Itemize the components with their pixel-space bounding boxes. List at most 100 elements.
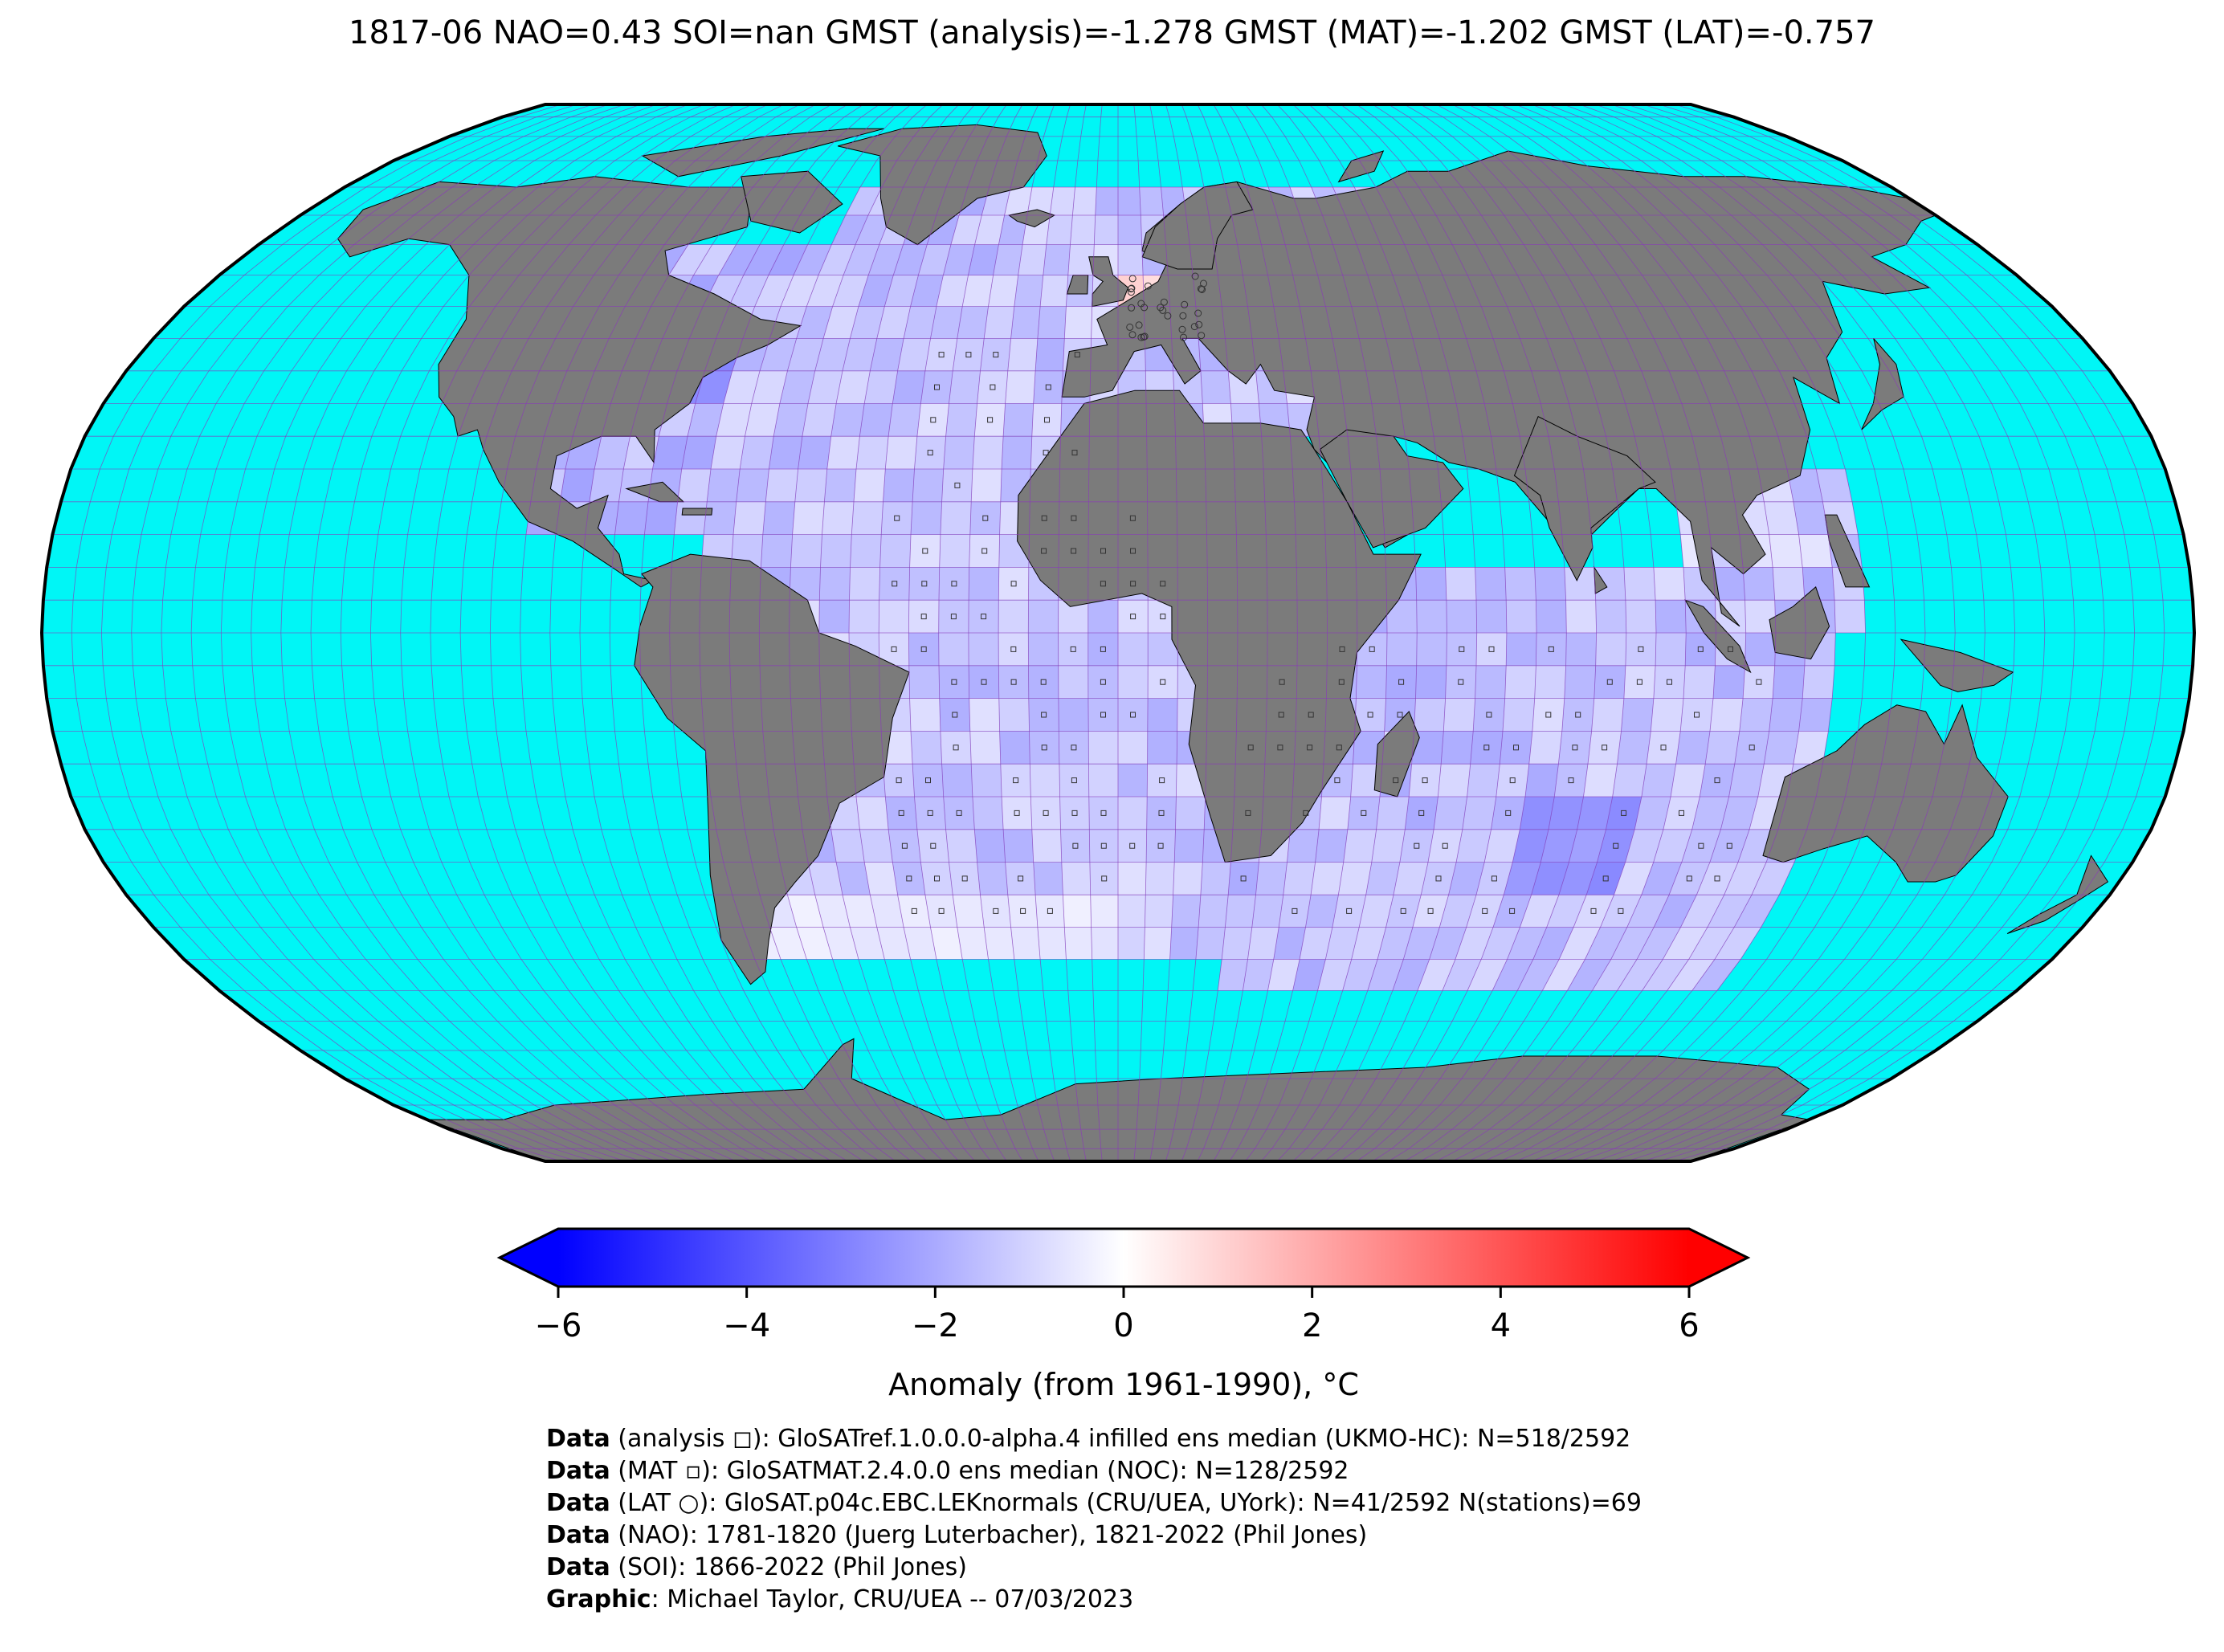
- observation-marker: [1071, 744, 1077, 751]
- anomaly-cell: [1623, 567, 1656, 601]
- anomaly-cell: [1443, 698, 1475, 732]
- colorbar-label: Anomaly (from 1961-1990), °C: [888, 1367, 1359, 1402]
- anomaly-cell: [1004, 187, 1032, 215]
- anomaly-cell: [1287, 829, 1320, 863]
- anomaly-cell: [918, 244, 951, 275]
- observation-marker: [1010, 679, 1017, 685]
- observation-marker: [956, 810, 962, 816]
- anomaly-cell: [1655, 600, 1687, 633]
- anomaly-cell: [1709, 829, 1750, 863]
- anomaly-cell: [1040, 275, 1068, 307]
- anomaly-cell: [1558, 731, 1592, 765]
- credits-block: Data (analysis ◻): GloSATref.1.0.0.0-alp…: [546, 1423, 1642, 1616]
- anomaly-cell: [1532, 698, 1565, 732]
- credit-text: (LAT ○): GloSAT.p04c.EBC.LEKnormals (CRU…: [610, 1489, 1642, 1517]
- anomaly-cell: [849, 567, 880, 601]
- anomaly-cell: [1793, 501, 1829, 535]
- anomaly-cell: [760, 338, 797, 371]
- station-marker: [1126, 323, 1134, 331]
- anomaly-cell: [762, 501, 795, 535]
- observation-marker: [990, 384, 996, 390]
- anomaly-cell: [943, 797, 975, 830]
- anomaly-cell: [1675, 731, 1710, 765]
- anomaly-cell: [1292, 959, 1326, 991]
- anomaly-cell: [950, 215, 982, 245]
- anomaly-cell: [1198, 895, 1229, 928]
- observation-marker: [1336, 744, 1342, 751]
- anomaly-cell: [1713, 567, 1745, 601]
- observation-marker: [1129, 515, 1136, 521]
- anomaly-cell: [1118, 927, 1145, 960]
- observation-marker: [930, 417, 937, 423]
- anomaly-cell: [1583, 764, 1618, 797]
- anomaly-cell: [911, 501, 942, 535]
- anomaly-cell: [1000, 764, 1031, 797]
- anomaly-cell: [1625, 600, 1656, 633]
- anomaly-cell: [1561, 698, 1594, 732]
- anomaly-cell: [1118, 895, 1146, 928]
- anomaly-cell: [1653, 829, 1692, 863]
- anomaly-cell: [1504, 567, 1536, 601]
- credit-line: Data (NAO): 1781-1820 (Juerg Luterbacher…: [546, 1519, 1642, 1552]
- anomaly-cell: [1688, 927, 1735, 960]
- anomaly-cell: [594, 436, 630, 469]
- observation-marker: [896, 777, 902, 784]
- observation-marker: [981, 679, 987, 685]
- anomaly-cell: [845, 187, 882, 215]
- station-marker: [1127, 285, 1135, 293]
- anomaly-cell: [998, 600, 1029, 633]
- station-marker: [1180, 333, 1187, 341]
- anomaly-cell: [1834, 600, 1866, 633]
- observation-marker: [891, 646, 897, 652]
- credit-key: Data: [546, 1521, 610, 1549]
- anomaly-cell: [1030, 764, 1060, 797]
- anomaly-cell: [1429, 927, 1467, 960]
- observation-marker: [1130, 712, 1136, 718]
- anomaly-cell: [998, 665, 1029, 699]
- anomaly-cell: [968, 244, 999, 275]
- observation-marker: [1020, 908, 1026, 914]
- observation-marker: [1100, 548, 1106, 554]
- observation-marker: [1245, 810, 1251, 816]
- anomaly-cell: [1745, 600, 1776, 633]
- anomaly-cell: [1441, 731, 1474, 765]
- anomaly-cell: [814, 338, 851, 371]
- anomaly-cell: [1255, 862, 1287, 895]
- observation-marker: [1714, 875, 1720, 882]
- observation-marker: [930, 842, 937, 849]
- anomaly-cell: [1094, 215, 1118, 245]
- anomaly-cell: [1764, 501, 1799, 535]
- anomaly-cell: [850, 927, 885, 960]
- anomaly-cell: [1317, 959, 1352, 991]
- anomaly-cell: [1467, 959, 1508, 991]
- anomaly-cell: [1455, 927, 1493, 960]
- anomaly-cell: [1739, 698, 1773, 732]
- anomaly-cell: [1399, 829, 1434, 863]
- anomaly-cell: [1500, 731, 1532, 765]
- station-marker: [1128, 331, 1136, 339]
- anomaly-cell: [1802, 665, 1835, 699]
- colorbar-tick-label: 2: [1302, 1307, 1322, 1344]
- observation-marker: [1483, 744, 1490, 751]
- anomaly-cell: [695, 370, 732, 404]
- anomaly-cell: [1416, 600, 1447, 633]
- anomaly-cell: [560, 469, 595, 502]
- observation-marker: [898, 810, 904, 816]
- credit-line: Data (analysis ◻): GloSATref.1.0.0.0-alp…: [546, 1423, 1642, 1455]
- observation-marker: [1071, 548, 1077, 554]
- land-north-america: [337, 176, 802, 588]
- observation-marker: [1010, 581, 1017, 587]
- anomaly-cell: [1010, 927, 1041, 960]
- colorbar-high-extension: [1689, 1229, 1748, 1287]
- observation-marker: [1602, 875, 1609, 882]
- anomaly-cell: [1035, 895, 1065, 928]
- anomaly-cell: [819, 567, 851, 601]
- anomaly-cell: [1793, 731, 1829, 765]
- anomaly-cell: [1147, 698, 1178, 732]
- anomaly-cell: [1088, 665, 1118, 699]
- credit-key: Data: [546, 1553, 610, 1581]
- anomaly-cell: [897, 338, 931, 371]
- anomaly-cell: [1145, 862, 1175, 895]
- anomaly-cell: [1037, 306, 1067, 339]
- anomaly-cell: [883, 764, 915, 797]
